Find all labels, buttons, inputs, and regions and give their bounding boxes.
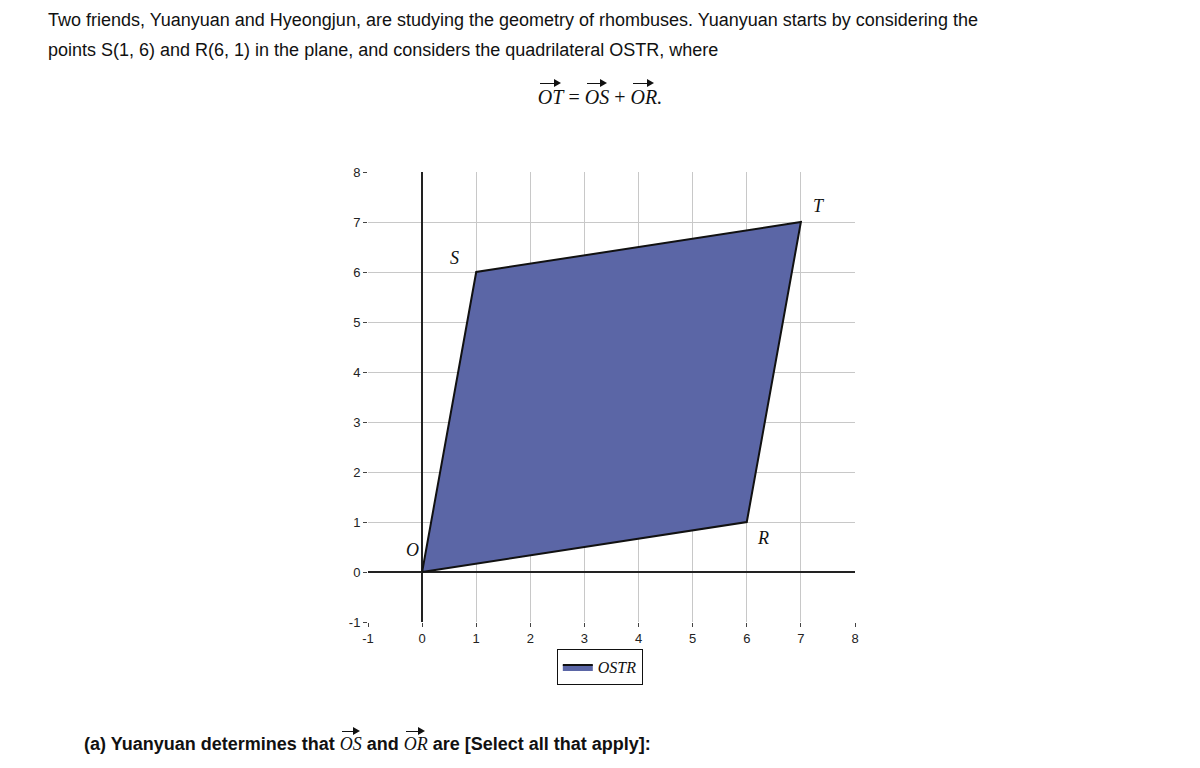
svg-text:3: 3 <box>581 631 588 646</box>
svg-text:O: O <box>406 540 419 560</box>
svg-text:R: R <box>757 528 769 548</box>
svg-text:0: 0 <box>353 565 360 580</box>
svg-text:5: 5 <box>689 631 696 646</box>
svg-text:2: 2 <box>527 631 534 646</box>
svg-text:7: 7 <box>353 215 360 230</box>
svg-text:S: S <box>450 248 459 268</box>
svg-text:T: T <box>813 196 825 216</box>
svg-text:6: 6 <box>353 265 360 280</box>
html-text:Two friends, Yuanyuan and Hyeo: Two friends, Yuanyuan and Hyeongjun, are… <box>48 10 978 30</box>
svg-text:1: 1 <box>353 515 360 530</box>
svg-text:4: 4 <box>635 631 642 646</box>
svg-text:1: 1 <box>473 631 480 646</box>
svg-text:0: 0 <box>418 631 425 646</box>
html-text:(a) Yuanyuan determines that O: (a) Yuanyuan determines that OS and OR a… <box>84 734 651 754</box>
svg-text:3: 3 <box>353 415 360 430</box>
svg-text:2: 2 <box>353 465 360 480</box>
svg-text:6: 6 <box>743 631 750 646</box>
svg-text:-1: -1 <box>349 615 361 630</box>
svg-text:8: 8 <box>353 165 360 180</box>
html-text:OT = OS + OR.: OT = OS + OR. <box>537 86 663 108</box>
svg-text:8: 8 <box>851 631 858 646</box>
svg-text:OSTR: OSTR <box>598 659 636 676</box>
svg-text:-1: -1 <box>362 631 374 646</box>
svg-text:5: 5 <box>353 315 360 330</box>
svg-text:7: 7 <box>797 631 804 646</box>
html-text:points S(1, 6) and R(6, 1) in: points S(1, 6) and R(6, 1) in the plane,… <box>48 40 719 60</box>
svg-text:4: 4 <box>353 365 360 380</box>
